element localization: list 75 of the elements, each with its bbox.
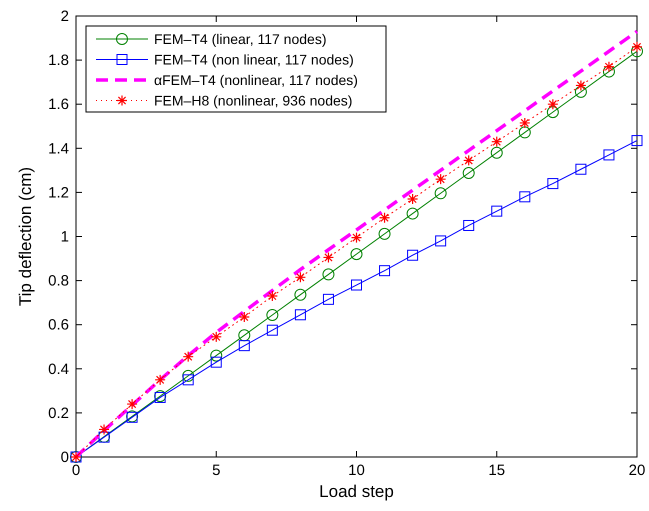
y-tick-label: 1.6 — [48, 96, 69, 114]
point — [238, 329, 250, 342]
point — [519, 117, 530, 129]
point — [182, 370, 194, 382]
y-tick-label: 0.4 — [48, 360, 69, 378]
y-tick-label: 1.8 — [48, 52, 69, 70]
point — [182, 351, 194, 362]
point — [154, 374, 166, 386]
point — [322, 294, 334, 305]
point — [462, 166, 475, 179]
point — [547, 178, 558, 190]
x-axis-title: Load step — [319, 482, 394, 501]
legend-label: FEM–H8 (nonlinear, 936 nodes) — [154, 92, 352, 108]
point — [210, 350, 222, 362]
point — [294, 288, 306, 301]
y-tick-label: 2 — [60, 8, 69, 25]
point — [294, 272, 306, 283]
point — [350, 232, 362, 244]
point — [350, 248, 362, 260]
y-axis-title: Tip deflection (cm) — [16, 166, 35, 306]
point — [519, 191, 530, 202]
point — [575, 164, 586, 175]
y-tick-label: 0 — [60, 449, 69, 466]
point — [490, 146, 503, 159]
legend-label: FEM–T4 (non linear, 117 nodes) — [154, 52, 354, 68]
point — [631, 41, 643, 52]
point — [603, 61, 615, 72]
point — [266, 309, 278, 321]
x-tick-label: 20 — [628, 462, 646, 479]
point — [379, 265, 390, 276]
y-tick-label: 0.8 — [48, 272, 69, 290]
point — [435, 235, 446, 246]
point — [546, 106, 559, 118]
point — [631, 45, 643, 58]
point — [435, 174, 446, 185]
legend-label: αFEM–T4 (nonlinear, 117 nodes) — [154, 72, 358, 88]
point — [463, 154, 474, 166]
point — [238, 340, 250, 352]
point — [378, 228, 391, 240]
point — [182, 374, 194, 386]
x-tick-label: 0 — [72, 462, 80, 479]
point — [266, 290, 278, 302]
legend-label: FEM–T4 (linear, 117 nodes) — [154, 31, 326, 47]
point — [603, 149, 614, 160]
point — [378, 212, 390, 224]
point — [126, 398, 138, 410]
point — [491, 136, 502, 148]
point — [210, 356, 222, 368]
point — [266, 324, 278, 336]
y-tick-label: 1.2 — [48, 184, 69, 202]
point — [407, 193, 418, 205]
point — [98, 424, 110, 436]
x-tick-label: 5 — [212, 462, 220, 479]
y-tick-label: 0.2 — [48, 404, 69, 422]
point — [491, 206, 502, 217]
point — [294, 309, 306, 320]
point — [463, 220, 474, 231]
point — [407, 250, 418, 261]
point — [574, 86, 587, 98]
y-tick-label: 0.6 — [48, 316, 69, 334]
y-tick-label: 1.4 — [48, 140, 69, 158]
point — [406, 208, 419, 220]
point — [322, 252, 334, 264]
x-tick-label: 10 — [348, 462, 365, 479]
point — [632, 135, 642, 146]
point — [575, 80, 586, 92]
point — [351, 280, 362, 291]
point — [322, 268, 334, 280]
point — [518, 126, 531, 138]
point — [547, 98, 558, 110]
point — [434, 187, 447, 200]
point — [238, 311, 250, 323]
point — [210, 331, 222, 342]
y-tick-label: 1 — [60, 228, 69, 246]
x-tick-label: 15 — [488, 462, 506, 479]
